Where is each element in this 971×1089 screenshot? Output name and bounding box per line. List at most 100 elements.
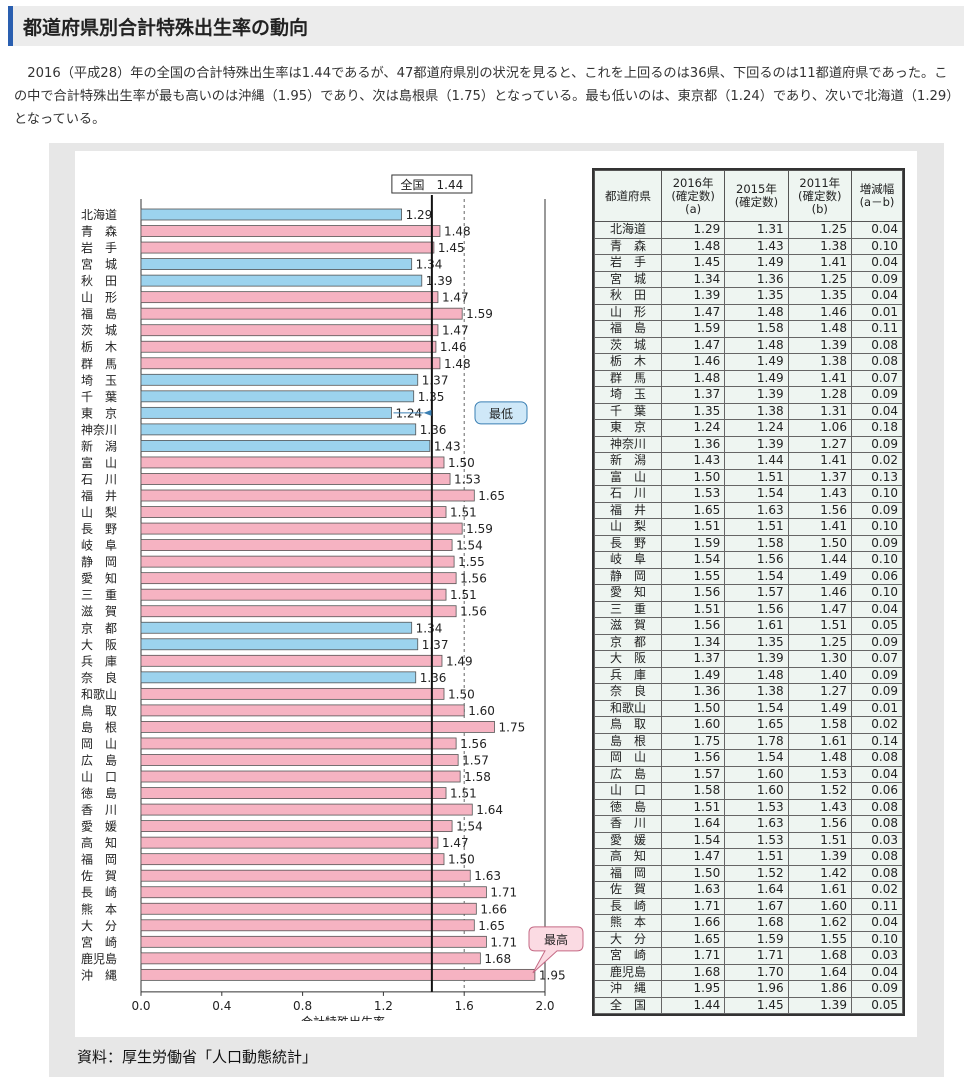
table-cell-value: 0.09 [850,534,904,552]
category-label: 滋 賀 [81,605,117,619]
table-cell-prefecture: 岩 手 [594,254,662,272]
table-cell-value: 0.01 [850,303,904,321]
table-cell-value: 1.60 [660,716,726,734]
value-label: 1.56 [460,737,487,751]
table-cell-prefecture: 岐 阜 [594,551,662,569]
table-cell-value: 1.50 [787,534,852,552]
table-row: 秋 田 1.39 1.35 1.35 0.04 [594,287,904,305]
table-cell-prefecture: 香 川 [594,815,662,833]
table-cell-value: 1.41 [787,254,852,272]
table-cell-value: 1.96 [724,980,789,998]
table-cell-prefecture: 鳥 取 [594,716,662,734]
table-cell-value: 1.55 [787,930,852,948]
value-label: 1.43 [434,439,461,453]
bar [140,787,447,799]
table-cell-value: 0.08 [850,864,904,882]
table-row: 岩 手 1.45 1.49 1.41 0.04 [594,254,904,272]
bar [140,605,457,618]
bar [140,506,447,518]
value-label: 1.47 [442,324,469,338]
bar [140,423,417,436]
table-header-row: 都道府県 2016年 (確定数) (a) 2015年 (確定数) 2011年 (確定数) (b)… [594,170,904,222]
table-cell-prefecture: 福 島 [594,320,662,338]
table-cell-value: 0.18 [850,419,904,437]
category-label: 群 馬 [81,357,117,371]
table-cell-prefecture: 茨 城 [594,336,662,354]
table-cell-prefecture: 新 潟 [594,452,662,470]
table-cell-value: 1.54 [724,485,789,503]
table-cell-value: 0.04 [850,287,904,305]
category-label: 沖 縄 [81,967,117,982]
table-column-header: 2011年 (確定数) (b) [787,170,852,222]
table-cell-value: 1.58 [724,320,789,338]
value-label: 1.54 [456,820,483,834]
bar [140,919,475,932]
table-cell-value: 1.59 [660,320,726,338]
value-label: 1.50 [448,853,475,867]
table-cell-value: 1.31 [724,221,789,239]
table-column-header: 増減幅 (a－b) [850,170,904,222]
bar [140,820,453,833]
bar [140,406,392,419]
table-cell-value: 1.61 [787,881,852,899]
table-cell-value: 1.67 [724,897,789,915]
table-cell-prefecture: 兵 庫 [594,666,662,684]
table-cell-value: 1.95 [660,980,726,998]
table-cell-value: 1.47 [660,848,726,866]
bar [140,621,413,634]
value-label: 1.53 [454,472,481,486]
table-cell-value: 1.64 [724,881,789,899]
value-label: 1.59 [466,522,493,536]
table-cell-value: 1.49 [660,666,726,684]
table-row: 徳 島 1.51 1.53 1.43 0.08 [594,798,904,816]
table-cell-value: 1.51 [787,617,852,635]
value-label: 1.59 [466,307,493,321]
table-cell-value: 0.10 [850,518,904,536]
table-row: 長 野 1.59 1.58 1.50 0.09 [594,534,904,552]
table-row: 茨 城 1.47 1.48 1.39 0.08 [594,336,904,354]
bar [140,258,413,270]
table-cell-value: 0.10 [850,930,904,948]
table-cell-prefecture: 富 山 [594,468,662,486]
table-cell-value: 1.53 [724,831,789,849]
table-cell-value: 0.05 [850,996,904,1014]
table-cell-value: 1.39 [724,386,789,404]
table-row: 和歌山 1.50 1.54 1.49 0.01 [594,699,904,717]
table-cell-prefecture: 徳 島 [594,798,662,816]
bar [140,869,471,882]
table-cell-prefecture: 京 都 [594,633,662,651]
table-cell-prefecture: 岡 山 [594,749,662,767]
table-cell-value: 0.09 [850,683,904,701]
table-cell-value: 1.71 [660,947,726,965]
table-row: 静 岡 1.55 1.54 1.49 0.06 [594,567,904,585]
table-cell-value: 1.41 [787,369,852,387]
bar [140,737,457,750]
category-label: 青 森 [81,224,117,239]
bar [140,886,487,899]
category-label: 長 野 [81,522,117,536]
table-cell-value: 1.60 [724,782,789,800]
table-cell-value: 1.52 [787,782,852,800]
x-tick-label: 0.0 [131,999,150,1013]
bar [140,902,477,915]
table-cell-value: 0.02 [850,716,904,734]
table-cell-prefecture: 全 国 [594,996,662,1014]
bar [140,456,445,469]
table-row: 愛 媛 1.54 1.53 1.51 0.03 [594,831,904,849]
table-row: 岐 阜 1.54 1.56 1.44 0.10 [594,551,904,569]
bar [140,307,463,320]
table-row: 福 島 1.59 1.58 1.48 0.11 [594,320,904,338]
table-cell-value: 1.31 [787,402,852,420]
category-label: 広 島 [81,752,117,767]
bar [140,754,459,766]
value-label: 1.55 [458,555,485,569]
table-cell-value: 1.71 [660,897,726,915]
table-cell-value: 0.06 [850,782,904,800]
bar [140,274,423,287]
table-cell-value: 1.48 [787,320,852,338]
table-cell-value: 1.25 [787,270,852,288]
category-label: 京 都 [81,621,117,635]
table-cell-value: 1.50 [660,468,726,486]
table-cell-prefecture: 鹿児島 [594,963,662,981]
table-row: 岡 山 1.56 1.54 1.48 0.08 [594,749,904,767]
